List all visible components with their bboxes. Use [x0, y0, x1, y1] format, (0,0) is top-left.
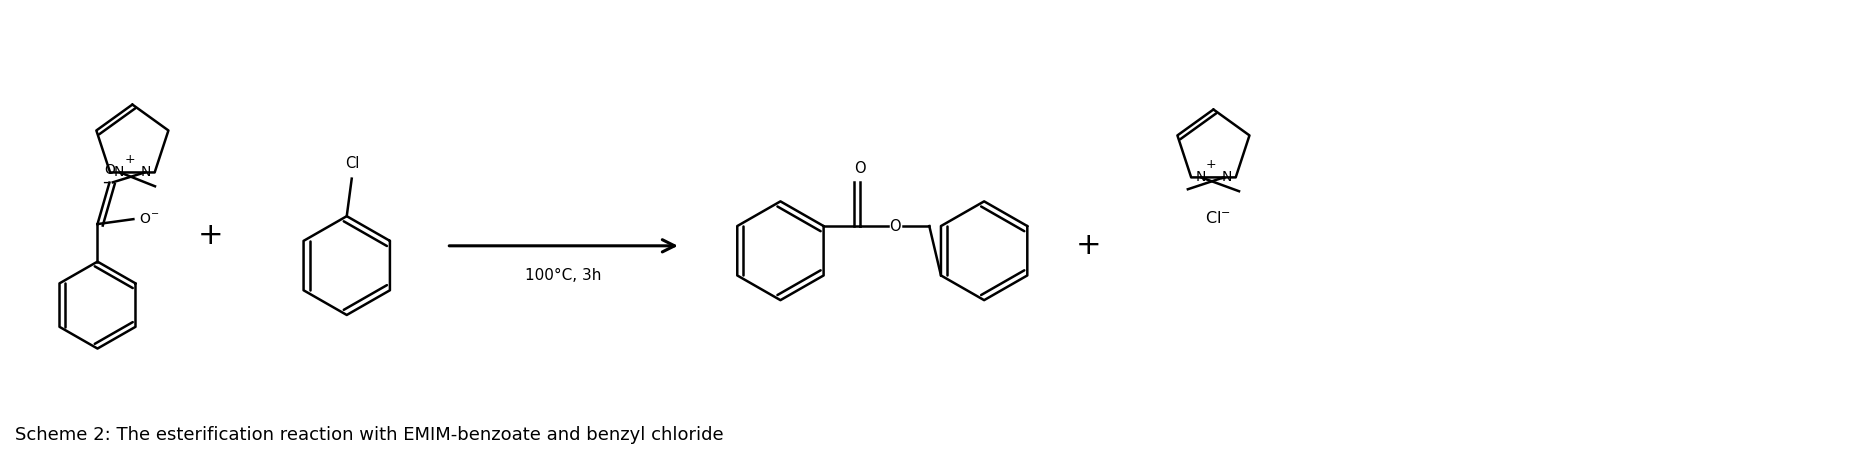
- Text: +: +: [1075, 231, 1101, 260]
- Text: +: +: [197, 221, 222, 250]
- Text: N: N: [115, 165, 124, 179]
- Text: -: -: [1220, 168, 1225, 186]
- Text: N: N: [1222, 171, 1231, 184]
- Text: O$^{-}$: O$^{-}$: [139, 212, 159, 226]
- Text: N: N: [141, 165, 150, 179]
- Text: O: O: [104, 163, 115, 177]
- Text: N: N: [1196, 171, 1205, 184]
- Text: O: O: [853, 161, 866, 176]
- Text: -: -: [102, 172, 109, 190]
- Text: 100°C, 3h: 100°C, 3h: [525, 267, 603, 283]
- Text: +: +: [124, 153, 135, 166]
- Text: Cl: Cl: [345, 156, 360, 171]
- Text: O: O: [890, 219, 901, 234]
- Text: Cl$^{-}$: Cl$^{-}$: [1205, 210, 1231, 226]
- Text: +: +: [1205, 158, 1216, 171]
- Text: Scheme 2: The esterification reaction with EMIM-benzoate and benzyl chloride: Scheme 2: The esterification reaction wi…: [15, 426, 723, 444]
